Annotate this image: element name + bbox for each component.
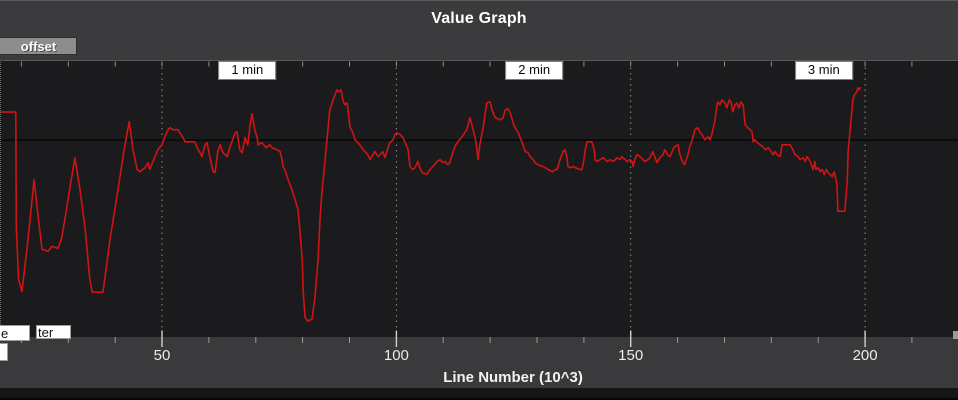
x-tick-label-150: 150: [618, 347, 644, 364]
offset-button[interactable]: offset: [0, 37, 77, 55]
bottom-strip: [0, 388, 958, 400]
axis-corner-block: [953, 331, 958, 339]
time-marker-1-min[interactable]: 1 min: [218, 61, 277, 80]
x-axis-band: [0, 337, 958, 388]
x-axis-title: Line Number (10^3): [443, 369, 583, 386]
left-edge-gridline: [0, 62, 1, 337]
partial-label-ter[interactable]: ter: [36, 325, 71, 339]
time-marker-2-min[interactable]: 2 min: [505, 61, 564, 80]
partial-label-e[interactable]: e: [0, 325, 30, 341]
x-tick-label-200: 200: [852, 347, 878, 364]
title-bar: Value Graph: [0, 0, 958, 61]
time-marker-3-min[interactable]: 3 min: [794, 61, 853, 80]
plot-canvas[interactable]: [0, 61, 958, 348]
value-line: [0, 87, 862, 322]
x-tick-label-100: 100: [383, 347, 409, 364]
graph-title: Value Graph: [431, 10, 527, 27]
x-tick-label-50: 50: [153, 347, 171, 364]
partial-label-sliver[interactable]: [0, 343, 8, 361]
